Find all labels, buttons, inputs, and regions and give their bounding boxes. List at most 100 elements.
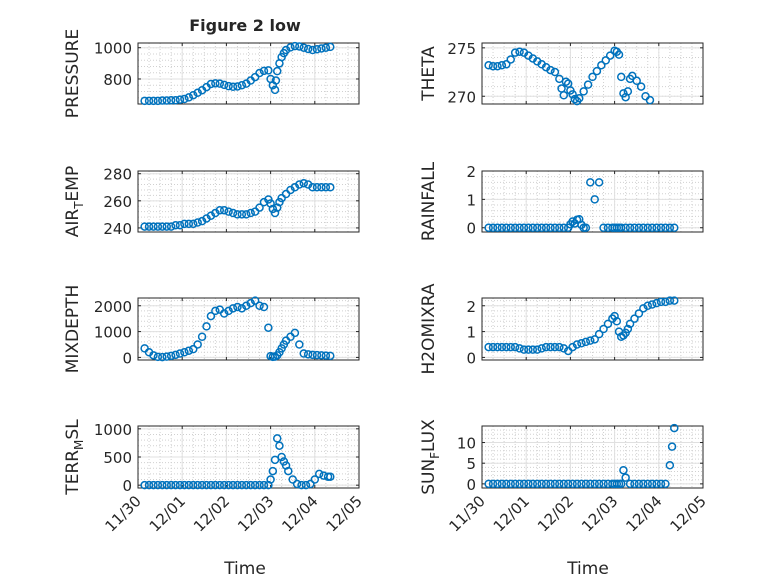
- data-point: [656, 223, 666, 232]
- data-point: [264, 195, 273, 204]
- data-point: [171, 220, 180, 230]
- data-point: [184, 346, 194, 355]
- y-tick-label: 0: [122, 477, 132, 495]
- data-point: [555, 223, 564, 232]
- data-point: [180, 348, 189, 357]
- data-point: [599, 223, 608, 232]
- data-point: [572, 479, 582, 489]
- data-point: [506, 55, 515, 64]
- data-point: [581, 337, 591, 347]
- y-tick-label: 280: [103, 166, 132, 184]
- data-point: [321, 43, 331, 52]
- data-point: [555, 479, 564, 489]
- data-point: [189, 344, 198, 354]
- x-axis-label-left: Time: [223, 559, 266, 579]
- data-point: [484, 479, 493, 489]
- data-point: [162, 96, 171, 105]
- data-point: [665, 223, 675, 232]
- data-point: [665, 296, 675, 305]
- data-point: [171, 350, 180, 360]
- data-point: [270, 85, 280, 95]
- data-point: [233, 82, 242, 91]
- data-point: [211, 79, 220, 88]
- y-axis-label: TERRMSL: [63, 419, 86, 496]
- axes-box: [481, 297, 704, 361]
- data-point: [317, 183, 326, 192]
- data-point: [597, 61, 606, 70]
- data-point: [493, 61, 502, 71]
- data-point: [189, 90, 198, 100]
- data-point: [272, 434, 282, 443]
- x-tick-label: 12/03: [578, 492, 621, 535]
- data-point: [242, 301, 251, 310]
- y-axis-label: PRESSURE: [63, 29, 83, 118]
- data-point: [149, 96, 158, 106]
- data-point: [233, 302, 242, 312]
- data-point: [497, 223, 507, 232]
- data-point: [175, 480, 185, 490]
- data-point: [292, 479, 302, 489]
- data-point: [140, 222, 149, 231]
- data-point: [166, 480, 176, 490]
- data-point: [497, 61, 507, 70]
- data-point: [268, 466, 278, 476]
- data-point: [219, 206, 229, 215]
- data-point: [288, 475, 297, 484]
- data-point: [312, 183, 322, 192]
- data-point: [506, 223, 515, 232]
- data-point: [237, 304, 247, 313]
- data-point: [271, 76, 281, 85]
- data-point: [268, 204, 278, 214]
- data-point: [493, 479, 502, 489]
- data-point: [630, 479, 639, 489]
- chart-panel-7: 0 500 1000 11/30 12/01 12/02 12/03 12/04 12/05 TE…: [63, 419, 366, 536]
- data-point: [630, 223, 639, 232]
- data-point: [581, 479, 591, 489]
- data-point: [670, 296, 679, 305]
- data-point: [546, 479, 555, 489]
- data-point: [144, 480, 154, 490]
- y-tick-label: 270: [447, 88, 476, 106]
- data-point: [537, 223, 546, 232]
- data-point: [528, 345, 538, 354]
- y-tick-label: 260: [103, 193, 132, 211]
- data-point: [574, 93, 584, 103]
- data-point: [250, 296, 260, 305]
- data-point: [317, 44, 326, 53]
- data-point: [515, 47, 524, 56]
- axes-box: [137, 42, 360, 105]
- data-point: [180, 219, 189, 229]
- data-point: [639, 304, 648, 313]
- y-tick-label: 1000: [94, 324, 132, 342]
- y-axis-label: H2OMIXRA: [419, 283, 439, 374]
- data-point: [586, 178, 595, 187]
- data-point: [647, 479, 657, 489]
- data-point: [568, 90, 577, 99]
- data-point: [144, 96, 154, 106]
- data-point: [158, 352, 167, 362]
- data-point: [639, 223, 648, 232]
- y-axis-label: MIXDEPTH: [63, 285, 83, 374]
- data-point: [610, 311, 619, 321]
- data-point: [550, 67, 560, 77]
- data-point: [537, 344, 546, 353]
- y-tick-label: 2: [466, 163, 476, 181]
- y-tick-label: 1000: [94, 421, 132, 439]
- data-point: [259, 302, 269, 312]
- data-point: [583, 80, 593, 89]
- data-point: [599, 479, 608, 489]
- data-point: [533, 479, 542, 489]
- chart-panel-6: 0 1 2 H2OMIXRA: [419, 283, 704, 375]
- data-point: [612, 317, 622, 326]
- data-point: [149, 480, 158, 490]
- data-point: [180, 480, 189, 490]
- data-point: [550, 342, 560, 352]
- data-point: [533, 345, 542, 354]
- data-point: [541, 342, 551, 352]
- data-point: [605, 51, 615, 60]
- data-point: [488, 479, 498, 489]
- data-point: [299, 349, 308, 358]
- data-point: [670, 423, 679, 433]
- data-point: [515, 223, 524, 232]
- data-point: [594, 178, 604, 187]
